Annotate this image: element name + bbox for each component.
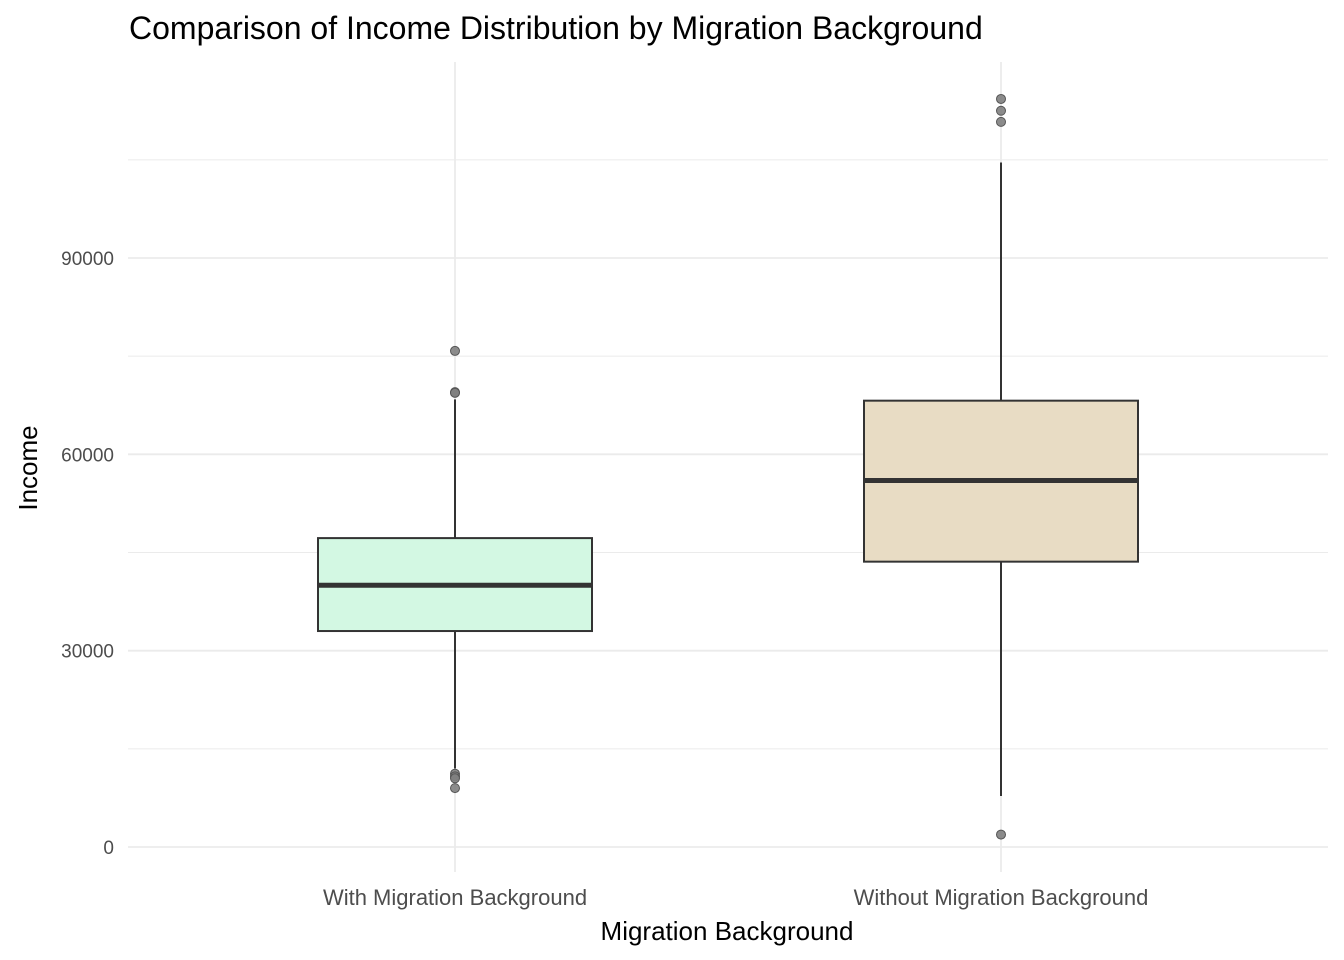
grid xyxy=(128,62,1328,872)
x-axis-ticks: With Migration Background Without Migrati… xyxy=(323,885,1148,910)
boxes xyxy=(317,93,1139,840)
outlier-point xyxy=(450,773,460,784)
outlier-point xyxy=(450,387,460,398)
y-tick-label: 0 xyxy=(103,838,114,859)
x-tick-label: With Migration Background xyxy=(323,885,587,910)
x-tick-label: Without Migration Background xyxy=(854,885,1149,910)
outlier-point xyxy=(450,345,460,356)
y-axis-ticks: 0 30000 60000 90000 xyxy=(61,249,114,859)
y-tick-label: 90000 xyxy=(61,249,114,270)
outlier-point xyxy=(996,93,1006,104)
y-tick-label: 30000 xyxy=(61,642,114,663)
box-group xyxy=(317,345,593,794)
y-tick-label: 60000 xyxy=(61,445,114,466)
x-axis-title: Migration Background xyxy=(601,916,854,946)
outlier-point xyxy=(996,829,1006,840)
outlier-point xyxy=(450,783,460,794)
box-group xyxy=(863,93,1139,840)
outlier-point xyxy=(996,116,1006,127)
y-axis-title: Income xyxy=(13,425,43,510)
chart-title: Comparison of Income Distribution by Mig… xyxy=(129,10,983,46)
outlier-point xyxy=(996,105,1006,116)
